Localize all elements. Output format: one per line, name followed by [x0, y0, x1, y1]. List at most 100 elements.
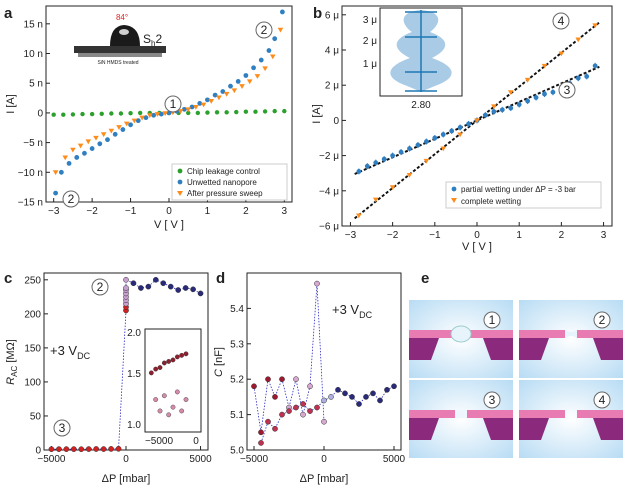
after-sweep-point — [62, 155, 69, 161]
unwetted-point — [58, 169, 64, 175]
membrane-right — [467, 410, 513, 418]
unwetted-point — [212, 92, 218, 98]
panel-a-xlabel: V [ V ] — [154, 219, 184, 231]
y-tick-label: −2 μ — [319, 151, 339, 162]
complete-wetting-point — [423, 158, 430, 164]
membrane-left — [409, 410, 455, 418]
membrane-left — [519, 330, 565, 338]
x-tick-label: 0 — [123, 454, 129, 465]
leakage-point — [137, 110, 143, 116]
x-tick-label: −1 — [429, 230, 441, 241]
unwetted-point — [181, 106, 187, 112]
leakage-point — [282, 108, 287, 114]
unwetted-point — [66, 160, 72, 166]
legend-complete-wetting: complete wetting — [461, 197, 521, 206]
partial-wetting-point — [584, 74, 590, 79]
unwetted-point — [158, 111, 164, 117]
leakage-point — [262, 109, 268, 114]
resistance-point — [63, 446, 70, 452]
complete-wetting-point — [389, 185, 396, 191]
leakage-point — [70, 112, 76, 117]
svg-text:3: 3 — [59, 421, 66, 435]
unwetted-point — [53, 190, 59, 196]
after-sweep-point — [139, 115, 145, 121]
after-sweep-point — [146, 113, 153, 119]
svg-text:−5000: −5000 — [145, 436, 174, 447]
inset-resistance-point — [183, 397, 189, 402]
capacitance-point — [293, 376, 299, 383]
panel-a-points — [51, 9, 287, 196]
partial-wetting-point — [440, 132, 446, 137]
leakage-point — [89, 111, 95, 117]
svg-text:0: 0 — [193, 436, 199, 447]
partial-wetting-point — [398, 149, 404, 155]
capacitance-point — [258, 429, 264, 436]
vapor-bridge — [565, 330, 577, 338]
x-tick-label: −5000 — [240, 454, 269, 465]
state-marker-circle — [483, 391, 501, 409]
support-left — [409, 418, 439, 440]
panel-c-state-marker-2: 2 — [91, 278, 109, 296]
y-tick-label: 5.0 — [230, 446, 244, 457]
partial-wetting-point — [491, 109, 497, 114]
y-tick-label: −15 n — [18, 198, 43, 209]
resistance-point — [115, 445, 122, 452]
x-tick-label: −1 — [125, 206, 137, 217]
y-tick-label: 0 — [35, 446, 41, 457]
partial-wetting-point — [423, 139, 429, 144]
resistance-point — [152, 276, 159, 283]
panel-c-bias-annotation: +3 VDC — [50, 343, 91, 361]
resistance-point — [123, 276, 129, 283]
capacitance-point — [272, 425, 278, 432]
unwetted-point — [120, 127, 126, 132]
partial-wetting-point — [373, 160, 379, 166]
partial-wetting-point — [533, 95, 539, 100]
capacitance-point — [300, 411, 306, 418]
capacitance-point — [265, 376, 271, 383]
violin-ytick-2u: 2 μ — [363, 36, 377, 47]
leakage-point — [99, 111, 104, 117]
legend-after-sweep: After pressure sweep — [187, 189, 263, 198]
capacitance-point — [314, 280, 320, 287]
capacitance-point — [356, 401, 362, 407]
after-sweep-point — [246, 79, 253, 85]
inset-resistance-point — [153, 397, 159, 402]
membrane-right — [577, 330, 623, 338]
capacitance-point — [286, 408, 292, 414]
resistance-point — [48, 446, 55, 453]
panel-a-ylabel: I [A] — [5, 94, 17, 114]
partial-wetting-point — [575, 75, 581, 81]
complete-wetting-point — [592, 23, 598, 29]
fit-line-2 — [354, 65, 600, 175]
support-right — [483, 338, 513, 360]
unwetted-point — [220, 89, 226, 94]
capacitance-point — [307, 408, 313, 414]
complete-wetting-point — [507, 90, 514, 96]
resistance-point — [175, 287, 182, 293]
inset-resistance-point — [179, 352, 185, 358]
inset-resistance-point — [179, 408, 185, 414]
partial-wetting-point — [390, 153, 396, 159]
svg-text:2: 2 — [261, 23, 268, 37]
leakage-point — [205, 110, 210, 115]
panel-d-bias-annotation: +3 VDC — [332, 302, 373, 320]
support-left — [409, 338, 439, 360]
inset-resistance-point — [153, 366, 159, 372]
resistance-point — [167, 283, 174, 290]
inset-resistance-point — [157, 408, 163, 414]
svg-text:4: 4 — [558, 14, 565, 28]
capacitance-trace — [253, 283, 325, 433]
capacitance-point — [363, 394, 369, 400]
unwetted-point — [89, 146, 95, 151]
after-sweep-point — [185, 107, 192, 113]
unwetted-point — [235, 79, 241, 84]
panel-d-letter: d — [216, 270, 225, 287]
y-tick-label: 5.4 — [230, 304, 244, 315]
y-tick-label: 6 μ — [325, 10, 339, 21]
y-tick-label: 200 — [24, 309, 41, 320]
support-right — [593, 418, 623, 440]
capacitance-point — [384, 386, 390, 393]
unwetted-point — [258, 57, 264, 63]
complete-wetting-point — [406, 172, 413, 178]
inset-resistance-point — [174, 354, 180, 360]
